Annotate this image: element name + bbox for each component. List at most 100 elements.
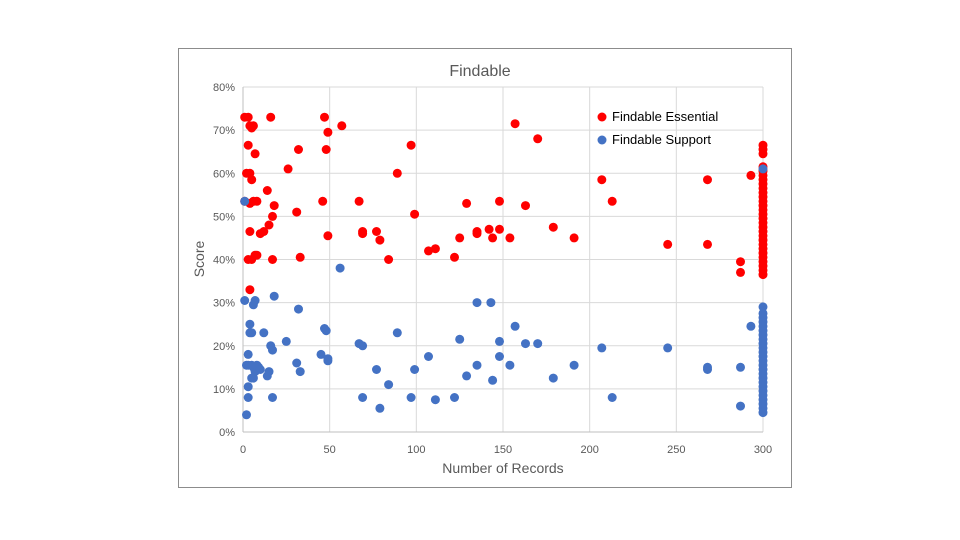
- findable-support-point: [597, 343, 607, 353]
- x-axis-title: Number of Records: [442, 460, 563, 476]
- findable-support-point: [248, 373, 258, 383]
- findable-essential-point: [450, 252, 459, 262]
- x-tick-label: 0: [240, 444, 246, 456]
- findable-support-point: [242, 410, 251, 420]
- findable-essential-point: [259, 227, 269, 236]
- findable-support-point: [292, 358, 302, 368]
- findable-support-point: [243, 393, 253, 402]
- findable-essential-point: [372, 227, 381, 236]
- findable-support-point: [486, 298, 496, 308]
- findable-support-point: [295, 367, 305, 377]
- findable-essential-point: [243, 112, 253, 122]
- x-tick-label: 300: [754, 444, 772, 456]
- findable-support-point: [392, 328, 402, 338]
- findable-support-point: [358, 393, 368, 402]
- findable-support-point: [663, 343, 673, 353]
- findable-essential-point: [264, 220, 274, 230]
- findable-support-point: [430, 395, 440, 405]
- findable-essential-point: [321, 145, 331, 154]
- findable-support-point: [240, 196, 250, 206]
- findable-support-point: [264, 367, 274, 377]
- findable-support-point: [462, 371, 472, 381]
- findable-support-point: [316, 349, 326, 359]
- findable-support-point: [243, 349, 253, 359]
- findable-support-point: [758, 302, 768, 312]
- findable-support-point: [321, 326, 331, 336]
- findable-support-point: [569, 360, 579, 370]
- findable-essential-point: [736, 257, 745, 267]
- findable-support-point: [406, 393, 416, 402]
- findable-essential-point: [266, 112, 276, 122]
- findable-essential-point: [294, 145, 303, 154]
- findable-essential-point: [252, 250, 262, 260]
- findable-essential-point: [375, 235, 385, 245]
- legend-label-support: Findable Support: [612, 132, 711, 147]
- y-tick-label: 40%: [213, 255, 235, 267]
- chart-title: Findable: [449, 63, 510, 80]
- findable-essential-point: [283, 164, 293, 174]
- findable-essential-point: [358, 227, 368, 236]
- findable-support-point: [247, 328, 257, 338]
- findable-essential-point: [384, 255, 394, 264]
- findable-essential-point: [323, 127, 333, 137]
- findable-essential-point: [268, 211, 277, 221]
- findable-essential-point: [247, 175, 257, 185]
- findable-essential-point: [337, 121, 347, 131]
- findable-support-point: [746, 321, 756, 331]
- tick-labels: 0 50 100 150 200 250 300 0% 10% 20% 30% 40% 50% 60% 70…: [213, 82, 772, 456]
- findable-support-point: [472, 360, 482, 370]
- x-tick-label: 150: [494, 444, 512, 456]
- findable-essential-point: [430, 244, 440, 254]
- findable-support-point: [268, 393, 277, 402]
- findable-essential-point: [548, 222, 558, 232]
- findable-essential-point: [533, 134, 543, 144]
- findable-support-point: [281, 336, 291, 346]
- findable-essential-point: [320, 112, 329, 122]
- findable-support-point: [703, 365, 712, 374]
- findable-support-point: [294, 304, 303, 314]
- findable-support-point: [488, 375, 498, 385]
- y-axis-title: Score: [191, 241, 207, 278]
- legend-marker-support: [597, 135, 607, 145]
- findable-support-point: [736, 362, 745, 372]
- legend-marker-essential: [597, 112, 607, 122]
- findable-support-point: [255, 365, 265, 374]
- findable-essential-point: [607, 196, 617, 206]
- findable-essential-point: [505, 233, 515, 243]
- findable-essential-point: [597, 175, 607, 185]
- findable-essential-point: [495, 224, 504, 234]
- findable-essential-point: [424, 246, 433, 256]
- findable-essential-point: [410, 209, 420, 219]
- findable-essential-point: [472, 227, 482, 236]
- findable-support-point: [758, 408, 768, 418]
- findable-essential-point: [521, 201, 530, 211]
- findable-essential-point: [758, 270, 768, 280]
- findable-essential-point: [569, 233, 579, 243]
- findable-essential-point: [484, 224, 494, 234]
- findable-essential-point: [268, 255, 277, 264]
- findable-essential-point: [318, 196, 328, 206]
- findable-essential-point: [703, 175, 712, 185]
- y-tick-label: 60%: [213, 168, 235, 180]
- y-tick-label: 70%: [213, 125, 235, 137]
- findable-essential-point: [252, 196, 262, 206]
- findable-support-point: [521, 339, 530, 349]
- findable-support-point: [245, 319, 255, 329]
- findable-essential-point: [392, 168, 402, 178]
- findable-support-point: [358, 341, 368, 351]
- findable-essential-point: [663, 239, 673, 249]
- y-tick-label: 10%: [213, 384, 235, 396]
- findable-essential-point: [269, 201, 279, 211]
- findable-support-point: [243, 382, 253, 392]
- findable-support-point: [548, 373, 558, 383]
- findable-support-point: [607, 393, 617, 402]
- y-tick-label: 30%: [213, 298, 235, 310]
- findable-support-point: [533, 339, 543, 349]
- findable-essential-point: [703, 239, 712, 249]
- findable-essential-point: [736, 267, 745, 277]
- findable-support-point: [259, 328, 269, 338]
- findable-support-point: [372, 365, 381, 374]
- x-tick-label: 100: [407, 444, 425, 456]
- findable-essential-point: [250, 149, 260, 159]
- findable-support-point: [323, 356, 333, 366]
